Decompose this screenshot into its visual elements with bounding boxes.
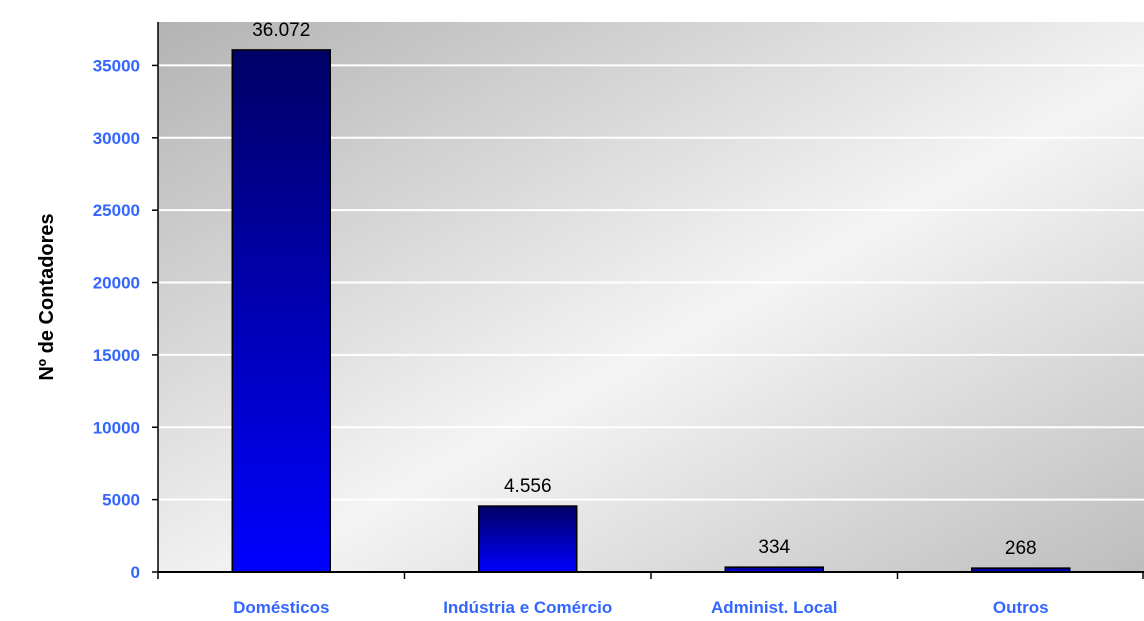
y-tick-label: 30000 — [93, 129, 140, 148]
x-tick-labels: Domésticos Indústria e Comércio Administ. … — [233, 598, 1049, 617]
y-axis-title: Nº de Contadores — [36, 213, 58, 380]
y-tick-label: 15000 — [93, 346, 140, 365]
bars — [231, 49, 1071, 573]
y-tick-label: 0 — [131, 563, 140, 582]
bar — [231, 49, 331, 573]
y-tick-label: 5000 — [102, 491, 140, 510]
data-labels: 36.072 4.556 334 268 — [252, 20, 1036, 559]
axes — [157, 22, 1144, 579]
x-tick-label: Indústria e Comércio — [443, 598, 612, 617]
x-tick-label: Administ. Local — [711, 598, 838, 617]
data-label: 4.556 — [504, 476, 552, 497]
bar — [478, 505, 578, 573]
data-label: 36.072 — [252, 20, 310, 41]
x-tick-label: Outros — [993, 598, 1049, 617]
y-tick-label: 20000 — [93, 274, 140, 293]
y-tick-label: 35000 — [93, 56, 140, 75]
x-tick-label: Domésticos — [233, 598, 329, 617]
y-tick-label: 25000 — [93, 201, 140, 220]
y-tick-label: 10000 — [93, 418, 140, 437]
data-label: 334 — [758, 537, 790, 558]
data-label: 268 — [1005, 538, 1037, 559]
y-tick-labels: 0 5000 10000 15000 20000 25000 30000 35000 — [93, 56, 158, 582]
